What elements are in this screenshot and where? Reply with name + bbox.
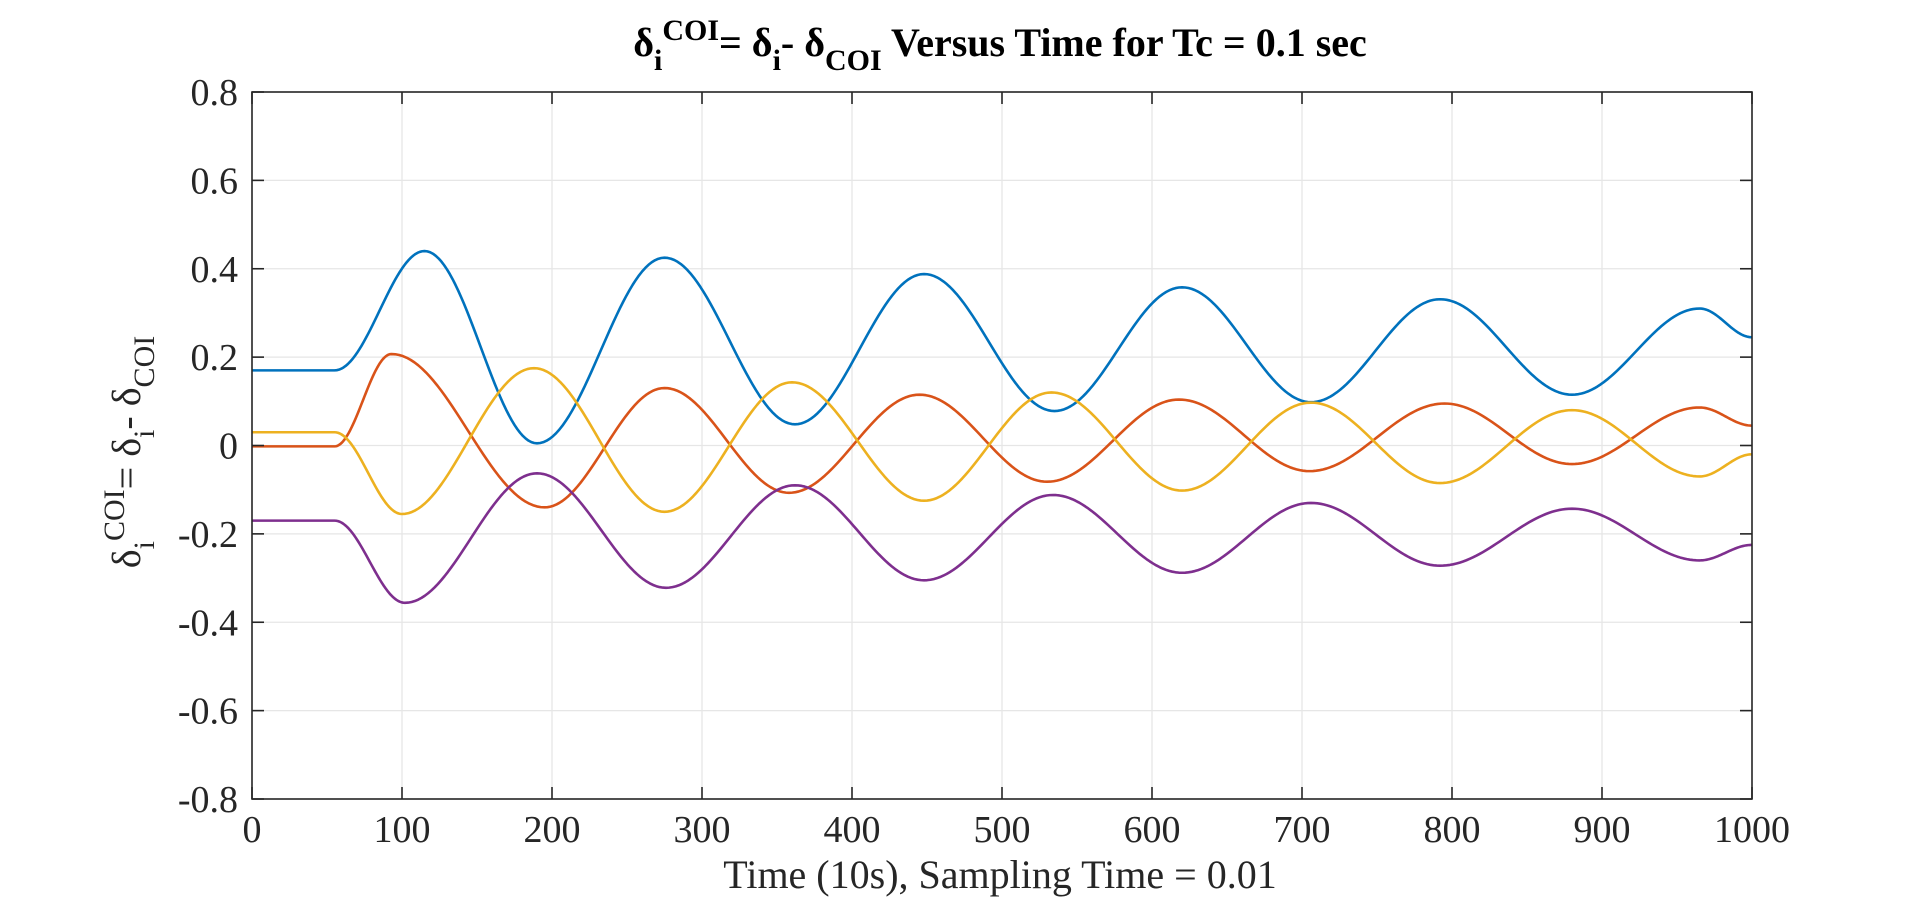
y-tick-label: 0.4 <box>191 249 239 291</box>
x-tick-label: 400 <box>824 809 881 851</box>
y-tick-label: 0.8 <box>191 72 239 114</box>
y-tick-label: -0.6 <box>178 691 238 733</box>
y-tick-label: -0.8 <box>178 779 238 821</box>
series-line-1 <box>252 249 1753 445</box>
y-tick-label: 0 <box>219 426 238 468</box>
x-tick-label: 0 <box>243 809 262 851</box>
x-tick-label: 900 <box>1574 809 1631 851</box>
y-axis-title: δiCOI= δi- δCOI <box>98 336 161 568</box>
y-tick-label: 0.6 <box>191 160 239 202</box>
y-tick-label: -0.4 <box>178 602 238 644</box>
y-tick-label: 0.2 <box>191 337 239 379</box>
x-tick-label: 200 <box>524 809 581 851</box>
chart-title: δiCOI= δi- δCOI Versus Time for Tc = 0.1… <box>633 14 1367 77</box>
y-tick-label: -0.2 <box>178 514 238 556</box>
x-tick-label: 800 <box>1424 809 1481 851</box>
x-tick-label: 300 <box>674 809 731 851</box>
x-tick-label: 100 <box>374 809 431 851</box>
x-axis-title: Time (10s), Sampling Time = 0.01 <box>723 852 1276 897</box>
series-line-3 <box>252 366 1753 516</box>
ticks: 0 100 200 300 400 500 600 700 800 900 1000 -0.8 -0.6… <box>178 72 1790 851</box>
series-group <box>252 249 1753 605</box>
x-tick-label: 700 <box>1274 809 1331 851</box>
series-line-2 <box>252 352 1753 509</box>
x-tick-label: 500 <box>974 809 1031 851</box>
x-tick-label: 600 <box>1124 809 1181 851</box>
x-tick-label: 1000 <box>1714 809 1790 851</box>
series-line-4 <box>252 472 1753 605</box>
